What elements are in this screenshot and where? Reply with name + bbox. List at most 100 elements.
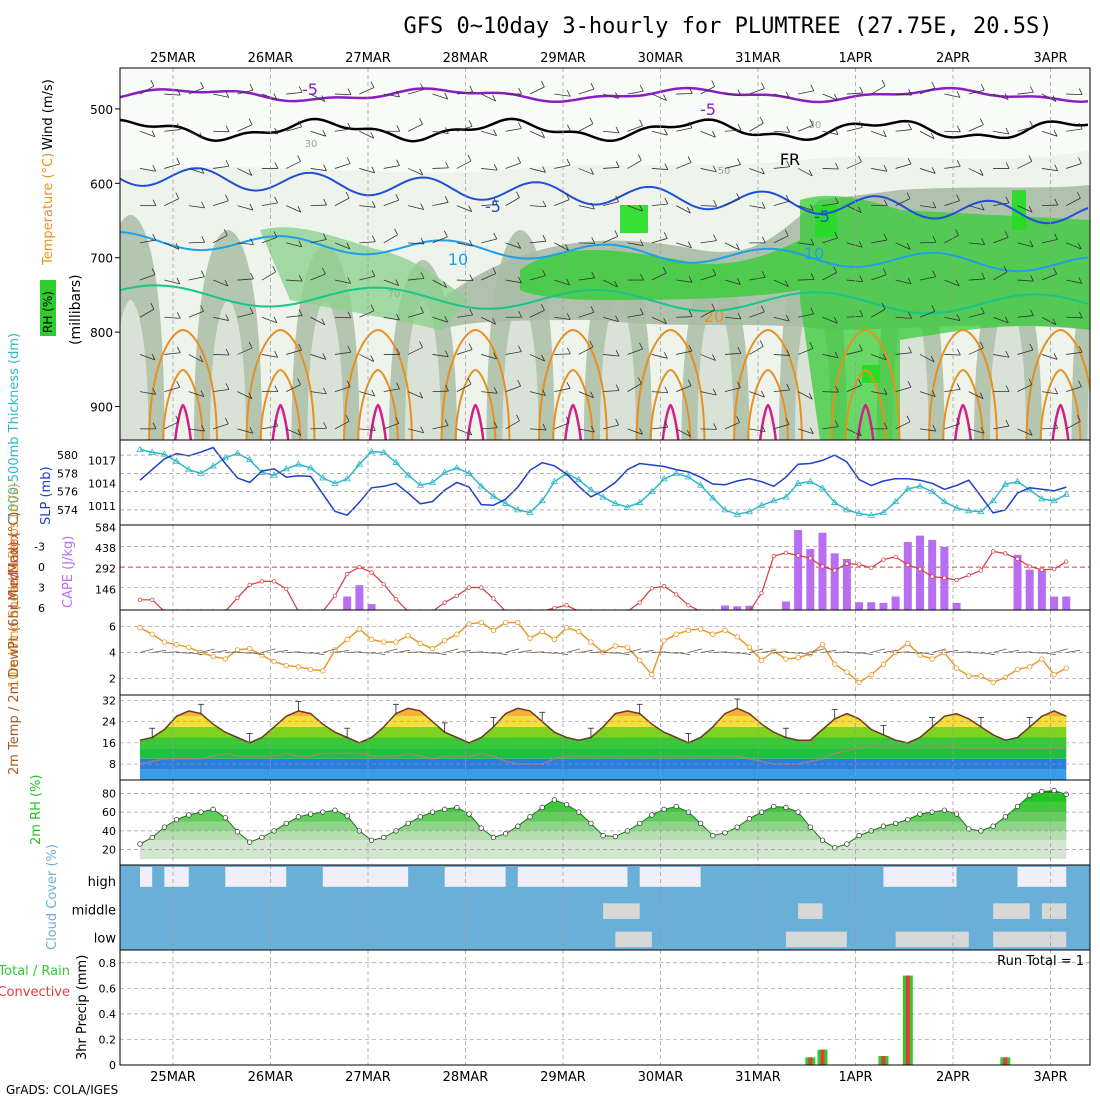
wind-barb-flag [640, 273, 644, 281]
wind-barb [578, 346, 594, 355]
rh-point [832, 845, 838, 851]
wind-barb [432, 201, 449, 207]
wind-barb-flag [809, 119, 814, 126]
pressure-tick-label: 900 [90, 401, 113, 415]
thickness-point [367, 447, 376, 454]
wind-barb-flag [858, 378, 862, 386]
precip-convective-bar [808, 1057, 813, 1065]
wind-barb-flag [152, 422, 157, 430]
wind-barb-10m [907, 652, 922, 654]
rh-point [210, 806, 216, 812]
lifted-index-point [674, 592, 679, 597]
panel-frame [119, 949, 1091, 1066]
wind-speed-point [417, 640, 424, 647]
wind-barb [432, 316, 448, 323]
wind-barb-flag [1028, 205, 1033, 213]
thickness-point [148, 448, 156, 455]
wind-barb [919, 241, 937, 244]
wind-barb [871, 274, 887, 281]
wind-barb [286, 384, 301, 392]
wind-barb [603, 166, 620, 169]
wind-barb [1066, 163, 1082, 169]
isotherm-30-loop [271, 403, 290, 440]
wind-barb-flag [371, 269, 376, 277]
date-label-top: 26MAR [248, 51, 294, 66]
wind-barb [651, 316, 667, 325]
isotherm-30-loop [369, 403, 387, 440]
cape-tick-label: 438 [95, 542, 116, 555]
wind-barb-10m [932, 648, 946, 653]
thickness-point [672, 469, 680, 476]
wind-barb-10m [505, 648, 520, 653]
rh-point [600, 832, 606, 839]
temp-band [140, 726, 1067, 738]
thickness-point [1025, 486, 1034, 493]
wind-barb [1066, 93, 1083, 95]
wind-barb [1041, 354, 1058, 360]
wind-barb-flag [712, 354, 716, 361]
lifted-axis-label: Lifted Index [7, 531, 22, 608]
wind-barb [383, 388, 400, 393]
wind-barb-flag [419, 168, 424, 176]
panel-upper-air: -5 -5 FR -5 -5 10 10 20 30 30 50 70 [120, 68, 1090, 440]
date-label-top: 30MAR [638, 51, 684, 66]
wind-speed-point [831, 661, 838, 667]
slp-axis-label: SLP (mb) [39, 466, 54, 525]
isotherm-30-loop [661, 403, 680, 440]
wind-speed-point [905, 640, 911, 647]
wind-barb-flag [834, 351, 839, 358]
wind-barb-flag [493, 163, 498, 171]
rh-point [381, 834, 387, 841]
wind-barb-flag [688, 276, 693, 283]
thickness-point [1050, 496, 1058, 504]
cape-bar [1050, 596, 1059, 610]
wind-barb [164, 93, 181, 96]
wind-barb [359, 168, 375, 174]
wind-barb [700, 168, 717, 173]
thickness-point [404, 471, 412, 478]
isotherm-20-loop [928, 328, 998, 440]
wind-barb-10m [798, 652, 813, 656]
wind-barb-flag [639, 204, 643, 212]
wind-barb [261, 130, 278, 135]
lifted-index-point [661, 584, 667, 589]
wind-barb-flag [518, 276, 522, 283]
temp-tick-label: 24 [102, 716, 116, 729]
wind-barb-flag [1005, 351, 1010, 358]
cape-bar [721, 605, 729, 610]
rh-point [478, 825, 484, 831]
wind-speed-point [1026, 664, 1033, 670]
wind-barb [773, 200, 790, 207]
wind-barb [1017, 205, 1033, 213]
wind-barb [895, 421, 911, 430]
wind-barb [554, 130, 571, 132]
wind-barb-flag [493, 421, 498, 428]
wind-barb-10m [1029, 652, 1044, 654]
thickness-point [465, 469, 473, 476]
wind-speed-point [502, 619, 509, 626]
wind-barb-flag [274, 385, 279, 392]
wind-barb [164, 279, 180, 285]
rh-point [1027, 792, 1033, 798]
wind-barb-flag [762, 236, 766, 244]
wind-barb [822, 237, 838, 244]
wind-barb-flag [250, 238, 254, 245]
wind-barb-flag [589, 117, 594, 124]
wind-barb-flag [908, 346, 912, 353]
wind-barb-flag [808, 169, 813, 177]
lifted-index-point [1027, 564, 1032, 569]
wind-barb-flag [590, 306, 595, 313]
wind-barb-flag [859, 121, 863, 128]
rh-point [941, 807, 948, 813]
contour-label: 10 [448, 250, 468, 269]
contour-label: 30 [809, 120, 822, 131]
wind-barb [773, 235, 789, 244]
wind-barb-flag [639, 308, 644, 315]
thickness-point [501, 499, 510, 506]
wind-barb-flag [712, 388, 717, 396]
wind-barb [529, 309, 545, 318]
wind-barb-flag [713, 234, 717, 241]
thickness-axis-label: 1000-500mb Thickness (dm) [7, 333, 22, 520]
wind-barb-10m [176, 652, 191, 654]
pressure-tick-label: 500 [90, 103, 113, 117]
